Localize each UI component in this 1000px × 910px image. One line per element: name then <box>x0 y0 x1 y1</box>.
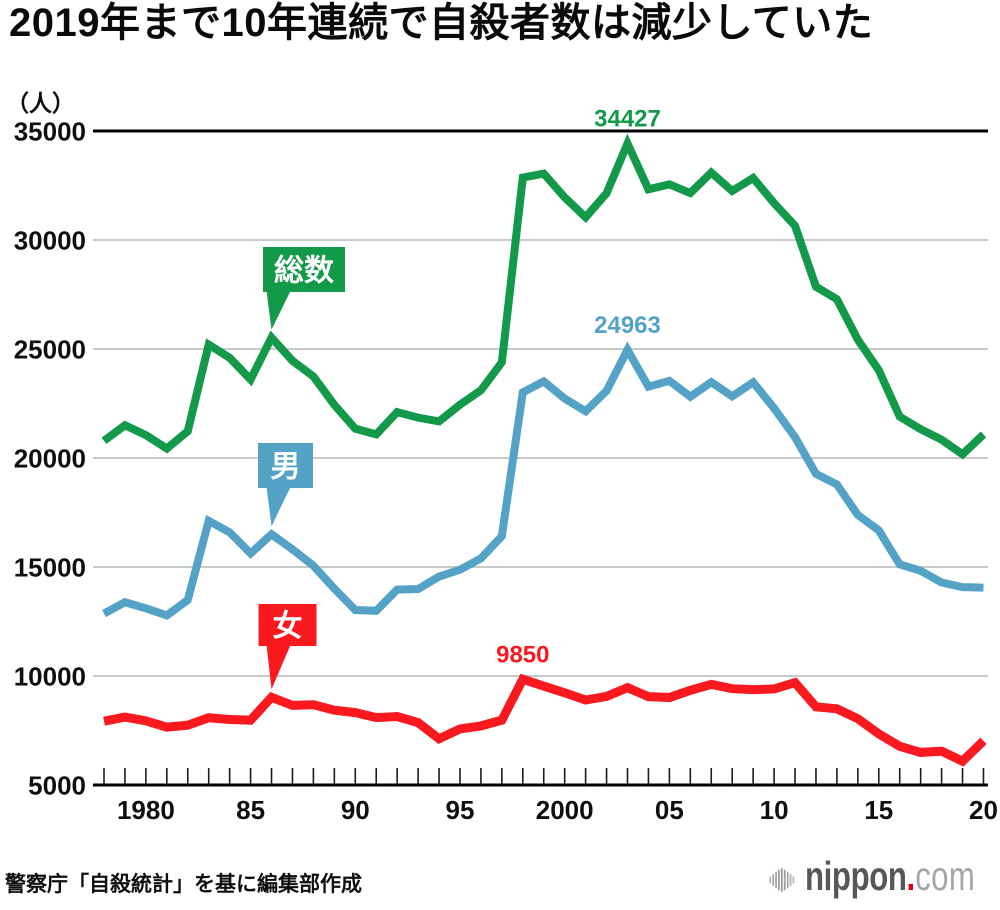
soundwave-icon <box>769 868 795 892</box>
x-axis-label-2005: 05 <box>655 795 684 825</box>
legend-bubble-tail-total <box>266 291 291 330</box>
y-axis-label-35000: 35000 <box>14 116 86 146</box>
legend-bubble-label-total: 総数 <box>274 255 335 288</box>
logo-wordmark: nippon.com <box>805 856 975 897</box>
nippon-logo: nippon.com <box>769 856 1000 897</box>
logo-dot: . <box>906 853 916 899</box>
legend-bubble-tail-female <box>266 645 291 690</box>
series-line-male <box>102 341 984 620</box>
x-axis-label-2015: 15 <box>864 795 893 825</box>
x-axis-label-2020: 20 <box>969 795 998 825</box>
peak-annotation-total: 34427 <box>594 105 661 132</box>
x-axis-label-1980: 1980 <box>117 795 175 825</box>
legend-bubble-tail-male <box>266 487 291 527</box>
legend-bubble-total <box>263 247 346 292</box>
x-axis-label-1990: 90 <box>341 795 370 825</box>
y-axis-label-10000: 10000 <box>14 661 86 691</box>
legend-bubble-female <box>258 604 317 646</box>
x-axis-label-2010: 10 <box>760 795 789 825</box>
y-axis-unit-label: （人） <box>6 90 75 116</box>
peak-annotation-female: 9850 <box>496 641 549 668</box>
source-note: 警察庁「自殺統計」を基に編集部作成 <box>5 873 362 896</box>
page-title: 2019年まで10年連続で自殺者数は減少していた <box>9 1 874 45</box>
series-line-female <box>103 673 987 767</box>
series-line-total <box>101 133 987 460</box>
logo-brand: nippon <box>805 853 907 899</box>
y-axis-label-20000: 20000 <box>14 443 86 473</box>
legend-bubble-male <box>258 443 314 488</box>
y-axis-label-15000: 15000 <box>14 552 86 582</box>
x-axis-label-2000: 2000 <box>536 795 594 825</box>
legend-bubble-label-female: 女 <box>273 609 303 643</box>
peak-annotation-male: 24963 <box>594 312 661 339</box>
x-axis-label-1995: 95 <box>446 795 475 825</box>
logo-tld: com <box>915 853 976 899</box>
y-axis-label-5000: 5000 <box>28 770 86 800</box>
y-axis-label-30000: 30000 <box>14 225 86 255</box>
x-axis-label-1985: 85 <box>236 795 265 825</box>
legend-bubble-label-male: 男 <box>271 451 301 484</box>
y-axis-label-25000: 25000 <box>14 334 86 364</box>
